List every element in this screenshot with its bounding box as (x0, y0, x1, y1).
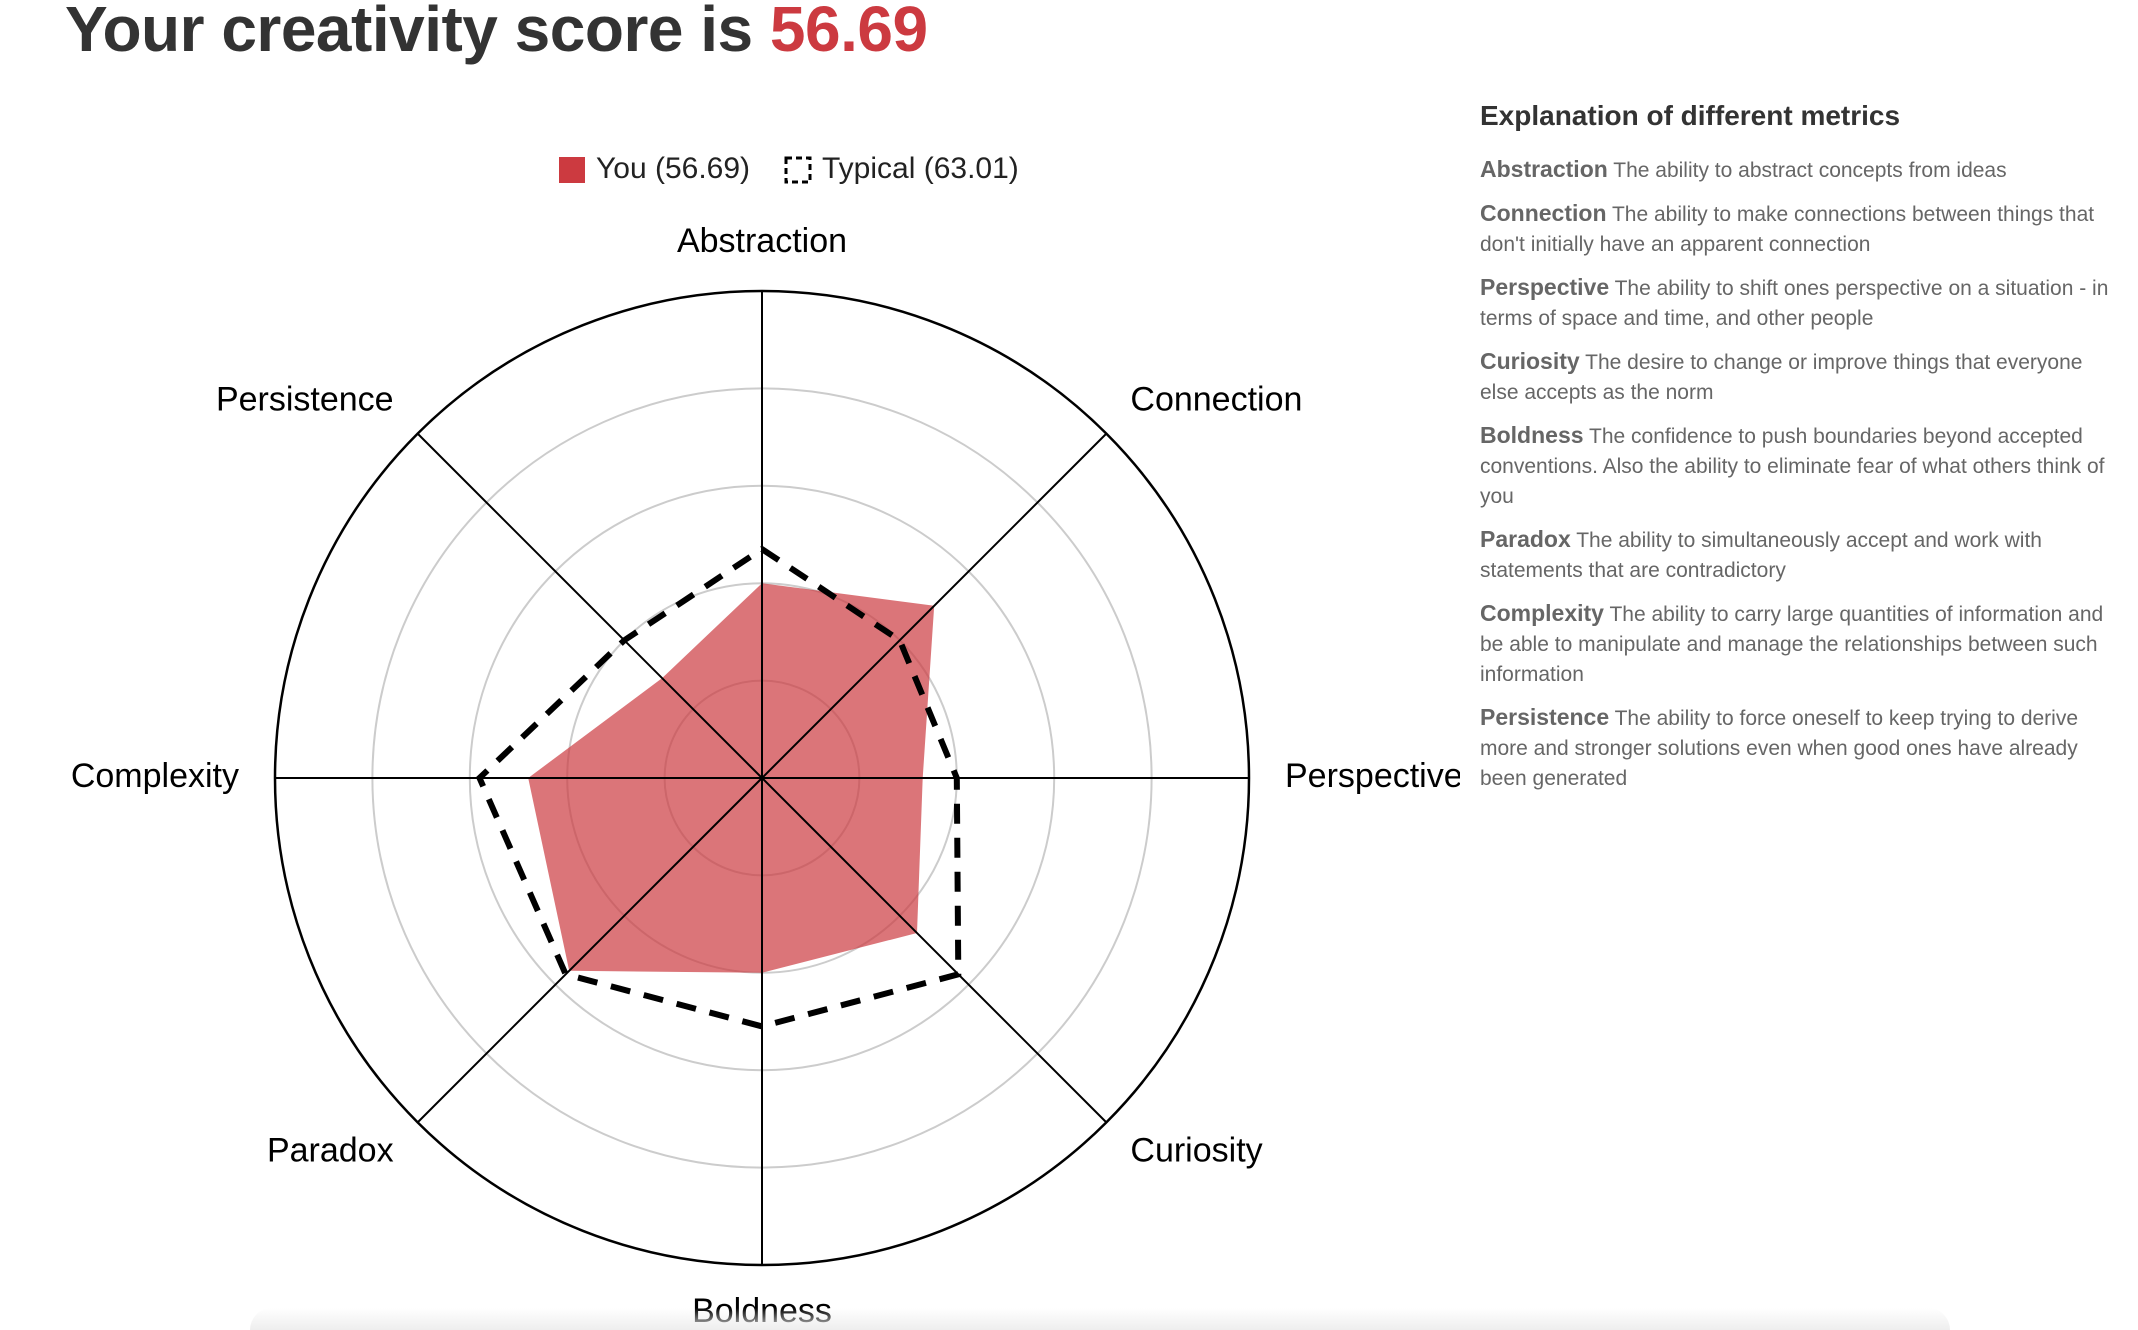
radar-chart: Abstraction Connection Perspective Curiosit… (0, 100, 1460, 1330)
axis-spoke (416, 432, 763, 779)
metric-explanation-complexity: Complexity The ability to carry large qu… (1480, 598, 2120, 690)
metric-description: The desire to change or improve things t… (1480, 351, 2083, 404)
metric-explanation-persistence: Persistence The ability to force oneself… (1480, 702, 2120, 794)
metric-name: Persistence (1480, 704, 1610, 730)
axis-label-perspective: Perspective (1285, 757, 1460, 795)
metric-name: Perspective (1480, 274, 1610, 300)
metric-explanation-connection: Connection The ability to make connectio… (1480, 198, 2120, 260)
metric-explanation-paradox: Paradox The ability to simultaneously ac… (1480, 524, 2120, 586)
metric-description: The ability to simultaneously accept and… (1480, 529, 2042, 582)
axis-label-connection: Connection (1130, 381, 1302, 419)
title-prefix: Your creativity score is (65, 0, 753, 65)
metric-explanation-curiosity: Curiosity The desire to change or improv… (1480, 346, 2120, 408)
score-value: 56.69 (769, 0, 928, 65)
explanation-heading: Explanation of different metrics (1480, 100, 1901, 131)
axis-spoke (761, 432, 1108, 779)
metric-description: The confidence to push boundaries beyond… (1480, 425, 2105, 508)
legend-typical-swatch (784, 156, 812, 184)
metric-description: The ability to force oneself to keep try… (1480, 707, 2079, 790)
metric-name: Boldness (1480, 422, 1584, 448)
series-typical-line (475, 545, 962, 1030)
metric-name: Connection (1480, 200, 1607, 226)
metrics-explanation-panel: Explanation of different metrics Abstrac… (1480, 100, 2120, 806)
axis-label-paradox: Paradox (267, 1131, 394, 1169)
metric-name: Paradox (1480, 526, 1571, 552)
metric-explanation-boldness: Boldness The confidence to push boundari… (1480, 420, 2120, 512)
axis-spoke (416, 777, 763, 1124)
legend-typical-label: Typical (63.01) (822, 152, 1019, 185)
metric-name: Curiosity (1480, 348, 1580, 374)
metric-explanation-perspective: Perspective The ability to shift ones pe… (1480, 272, 2120, 334)
outer-ring (273, 289, 1251, 1267)
bottom-scroll-shadow (250, 1308, 1950, 1330)
metric-explanation-abstraction: Abstraction The ability to abstract conc… (1480, 154, 2120, 186)
metric-description: The ability to abstract concepts from id… (1613, 159, 2007, 182)
metric-list: Abstraction The ability to abstract conc… (1480, 154, 2120, 794)
metric-description: The ability to carry large quantities of… (1480, 603, 2104, 686)
metric-description: The ability to make connections between … (1480, 203, 2095, 256)
legend-you-label: You (56.69) (596, 152, 750, 185)
axis-label-curiosity: Curiosity (1130, 1131, 1262, 1169)
axis-label-complexity: Complexity (71, 757, 239, 795)
axis-label-abstraction: Abstraction (677, 222, 847, 260)
legend-you-swatch (559, 157, 585, 183)
axis-label-persistence: Persistence (216, 381, 394, 419)
axis-spoke (761, 777, 1108, 1124)
metric-name: Complexity (1480, 600, 1604, 626)
metric-name: Abstraction (1480, 156, 1608, 182)
radar-svg: Abstraction Connection Perspective Curiosit… (71, 152, 1460, 1330)
page-title: Your creativity score is 56.69 (65, 0, 928, 66)
metric-description: The ability to shift ones perspective on… (1480, 277, 2109, 330)
